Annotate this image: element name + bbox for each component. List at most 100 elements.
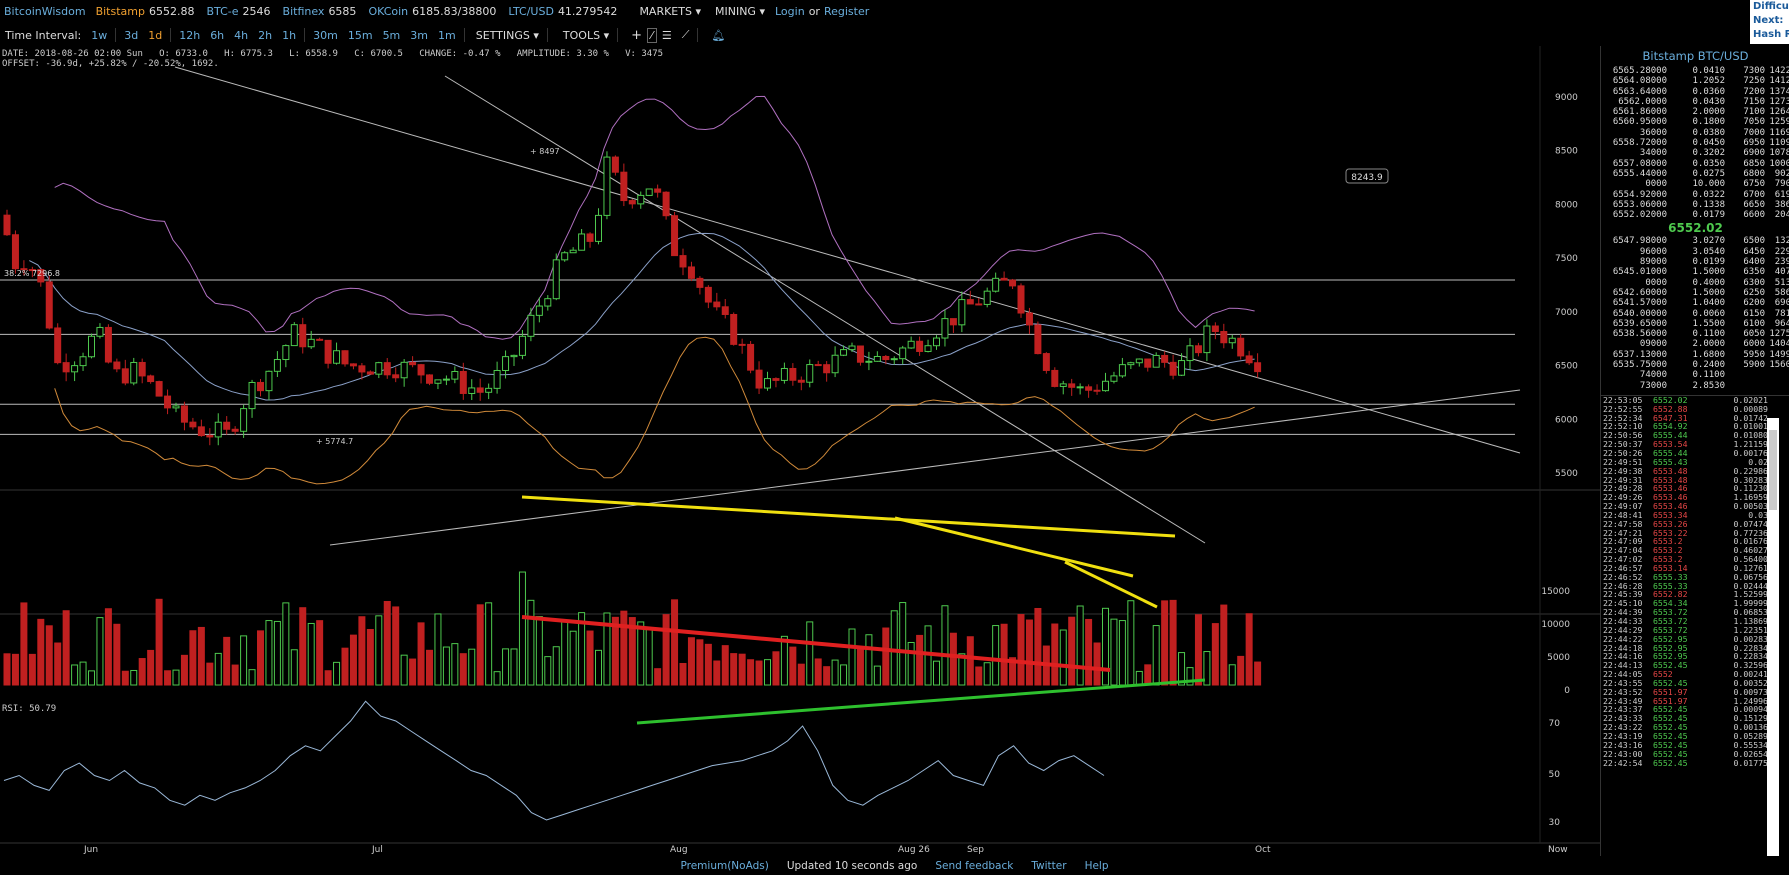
trade-row: 22:50:26 6555.44 0.00176 [1601, 449, 1789, 458]
trade-cell: 22:43:16 [1603, 739, 1643, 750]
trade-row: 22:45:39 6552.82 1.52599 [1601, 590, 1789, 599]
interval-1m[interactable]: 1m [438, 28, 456, 42]
register-link[interactable]: Register [823, 4, 870, 18]
markets-menu[interactable]: MARKETS ▾ [639, 5, 701, 18]
trade-cell: 0.06756 [1733, 571, 1768, 582]
volume-bar [527, 599, 535, 686]
candle-body [958, 299, 966, 326]
settings-menu[interactable]: SETTINGS ▾ [468, 29, 544, 42]
interval-15m[interactable]: 15m [347, 28, 373, 42]
feedback-link[interactable]: Send feedback [935, 860, 1014, 872]
interval-4h[interactable]: 4h [234, 28, 249, 42]
bid-cell: 09000 [1639, 339, 1667, 350]
ticker-okcoin-name[interactable]: OKCoin [368, 4, 409, 18]
bid-cell: 6535.75000 [1612, 360, 1667, 371]
interval-3m[interactable]: 3m [410, 28, 428, 42]
interval-5m[interactable]: 5m [382, 28, 401, 42]
interval-1d[interactable]: 1d [148, 28, 163, 42]
interval-30m[interactable]: 30m [313, 28, 338, 42]
trade-cell: 0.22834 [1733, 651, 1768, 662]
volume-bar [687, 637, 695, 686]
bid-cell: 73000 [1639, 380, 1667, 391]
volume-bar [1034, 607, 1042, 686]
bid-row: 74000 0.1100 [1601, 370, 1789, 380]
interval-6h[interactable]: 6h [210, 28, 225, 42]
ticker-bitfinex-name[interactable]: Bitfinex [282, 4, 325, 18]
trade-cell: 22:47:04 [1603, 545, 1643, 556]
mining-menu[interactable]: MINING ▾ [701, 5, 765, 18]
candle-body [1093, 389, 1101, 392]
interval-1h[interactable]: 1h [282, 28, 297, 42]
volume-bar [856, 647, 864, 686]
candle-body [611, 156, 619, 173]
trade-row: 22:47:04 6553.2 0.46027 [1601, 546, 1789, 555]
help-link[interactable]: Help [1084, 860, 1109, 872]
volume-axis-label: 15000 [1541, 587, 1570, 597]
site-logo[interactable]: BitcoinWisdom [4, 4, 86, 18]
ask-cell: 1169 [1769, 127, 1789, 138]
volume-bar [949, 632, 957, 686]
twitter-link[interactable]: Twitter [1031, 860, 1067, 872]
candle-body [730, 313, 738, 345]
hlines-tool-icon[interactable]: ☰ [661, 28, 672, 42]
bid-cell: 0000 [1645, 277, 1667, 288]
rsi-label: RSI: 50.79 [2, 704, 57, 714]
bell-icon[interactable]: 🔔︎ [711, 28, 726, 42]
trade-row: 22:49:28 6553.46 0.11230 [1601, 484, 1789, 493]
candle-body [992, 277, 1000, 292]
interval-3d[interactable]: 3d [124, 28, 139, 42]
trade-cell: 0.56400 [1733, 554, 1768, 565]
volume-bar [552, 646, 560, 686]
login-link[interactable]: Login [775, 4, 805, 18]
trade-cell: 22:49:28 [1603, 483, 1643, 494]
trade-cell: 6552.95 [1653, 642, 1688, 653]
candle-body [299, 324, 307, 348]
ticker-btce-name[interactable]: BTC-e [206, 4, 239, 18]
tools-menu[interactable]: TOOLS ▾ [551, 29, 614, 42]
interval-1w[interactable]: 1w [91, 28, 108, 42]
crosshair-tool-icon[interactable]: + [631, 27, 643, 43]
trade-cell: 0.05289 [1733, 730, 1768, 741]
bid-cell: 1.5000 [1692, 267, 1725, 278]
trade-cell: 6553.34 [1653, 509, 1688, 520]
candle-body [840, 349, 848, 356]
fib-tool-icon[interactable]: ⟋ [681, 28, 690, 41]
volume-bar [88, 670, 95, 686]
volume-bar [578, 612, 586, 686]
rsi-support-line [636, 678, 1206, 725]
trade-row: 22:44:39 6553.72 0.06853 [1601, 608, 1789, 617]
candle-body [248, 381, 256, 410]
trade-row: 22:49:38 6553.48 0.22986 [1601, 466, 1789, 476]
scrollbar-thumb[interactable] [1769, 430, 1777, 510]
trade-cell: 22:43:22 [1603, 722, 1643, 733]
interval-12h[interactable]: 12h [179, 28, 201, 42]
volume-bar [459, 653, 467, 686]
candle-info-line2: OFFSET: -36.9d, +25.82% / -20.52%, 1692. [2, 59, 219, 69]
volume-bar [273, 620, 281, 686]
line-tool-icon[interactable]: ⁄ [647, 27, 657, 43]
candle-body [1000, 277, 1008, 281]
candle-body [96, 326, 104, 337]
ask-cell: 6555.44000 [1612, 168, 1667, 179]
volume-trendline [521, 495, 1176, 538]
candle-body [1194, 345, 1202, 354]
candle-body [333, 350, 341, 364]
ticker-bitstamp-name[interactable]: Bitstamp [95, 4, 145, 18]
volume-bar [1085, 618, 1093, 686]
trade-cell: 0.77236 [1733, 527, 1768, 538]
ask-cell: 6700 [1743, 189, 1765, 200]
volume-bar [1178, 652, 1186, 686]
volume-bar [164, 670, 172, 686]
trade-cell: 0.00352 [1733, 677, 1768, 688]
volume-bar [11, 653, 19, 686]
volume-bar [628, 617, 636, 686]
orderbook-title: Bitstamp BTC/USD [1642, 49, 1749, 63]
ticker-ltcusd-name[interactable]: LTC/USD [508, 4, 554, 18]
price-chart[interactable]: 9000 8500 8000 7500 7000 6500 6000 5500 15000 100… [0, 46, 1600, 858]
candle-body [1102, 380, 1109, 392]
trades-scrollbar[interactable] [1767, 418, 1779, 856]
candle-body [916, 340, 924, 352]
interval-2h[interactable]: 2h [258, 28, 273, 42]
volume-bar [595, 649, 602, 686]
premium-link[interactable]: Premium(NoAds) [680, 860, 769, 872]
